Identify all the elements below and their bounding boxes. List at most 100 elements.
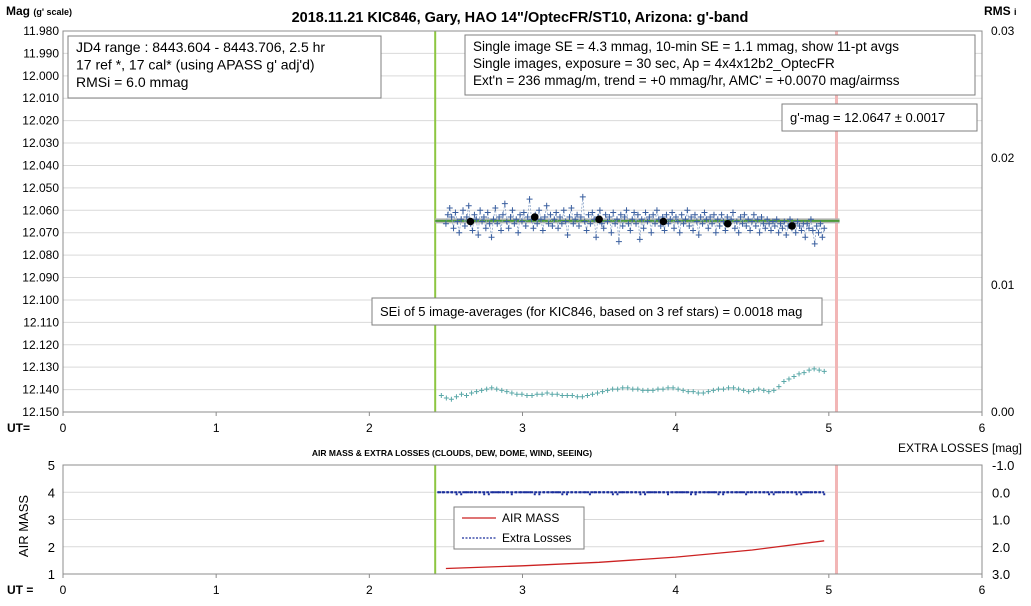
mag-data-point [735, 229, 742, 236]
mag-data-point [709, 220, 716, 227]
extra-losses-point [602, 491, 605, 494]
mag-data-point [627, 227, 634, 234]
rms-data-point [605, 387, 611, 393]
top-y-tick-label: 12.020 [22, 114, 59, 128]
extra-losses-point [786, 491, 789, 494]
mag-data-point [764, 216, 771, 223]
rms-data-point [741, 387, 747, 393]
bottom-y2-tick-label: -1.0 [992, 458, 1014, 473]
mag-data-point [644, 218, 651, 225]
mag-data-point [768, 227, 775, 234]
extra-losses-point [768, 493, 771, 496]
extra-losses-point [699, 491, 702, 494]
extra-losses-point [717, 493, 720, 496]
mag-data-point [821, 225, 828, 232]
rms-data-point [821, 368, 827, 374]
bottom-y-tick-label: 3 [48, 513, 55, 528]
mag-data-point [490, 216, 497, 223]
extra-losses-point [593, 491, 596, 494]
mag-data-point [758, 214, 765, 221]
info-box-left-line: 17 ref *, 17 cal* (using APASS g' adj'd) [76, 57, 315, 73]
rms-data-point [756, 386, 762, 392]
mag-data-point [477, 207, 484, 214]
extra-losses-point [570, 491, 573, 494]
extra-losses-point [791, 491, 794, 494]
rms-data-point [806, 367, 812, 373]
extra-losses-point [662, 491, 665, 494]
rms-data-point [705, 389, 711, 395]
mag-data-point [699, 220, 706, 227]
extra-losses-point [634, 491, 637, 494]
mag-data-point [568, 205, 575, 212]
extra-losses-point [588, 493, 591, 496]
mag-data-point [442, 220, 449, 227]
extra-losses-point [745, 493, 748, 496]
mag-data-point [680, 220, 687, 227]
extra-losses-point [754, 491, 757, 494]
extra-losses-point [524, 491, 527, 494]
mag-data-point [518, 218, 525, 225]
mag-data-point [672, 214, 679, 221]
mag-data-point [707, 214, 714, 221]
extra-losses-point [446, 491, 449, 494]
mag-data-point [682, 216, 689, 223]
rms-data-point [453, 394, 459, 400]
mag-data-point [494, 220, 501, 227]
rms-data-point [670, 385, 676, 391]
top-x-tick-label: 3 [519, 421, 526, 435]
mag-data-point [460, 207, 467, 214]
extra-losses-point [460, 493, 463, 496]
mag-data-point [625, 220, 632, 227]
mag-data-point [815, 229, 822, 236]
rms-data-point [479, 387, 485, 393]
extra-losses-point [561, 493, 564, 496]
mag-data-point [604, 218, 611, 225]
info-box-right: Single image SE = 4.3 mmag, 10-min SE = … [464, 34, 976, 96]
rms-data-point [791, 373, 797, 379]
rms-data-point [615, 386, 621, 392]
rms-data-point [574, 394, 580, 400]
mag-data-point [714, 216, 721, 223]
extra-losses-point [533, 493, 536, 496]
mag-data-point [676, 229, 683, 236]
bottom-y-tick-label: 4 [48, 485, 55, 500]
top-y-tick-label: 11.990 [23, 46, 59, 60]
rms-data-point [680, 387, 686, 393]
mag-data-point [602, 211, 609, 218]
top-y-tick-label: 12.130 [22, 360, 59, 374]
mag-data-point [739, 220, 746, 227]
rms-data-point [645, 387, 651, 393]
mag-data-point [775, 229, 782, 236]
mag-data-point [524, 214, 531, 221]
rms-data-point [650, 387, 656, 393]
mag-data-point [802, 234, 809, 241]
extra-losses-point [818, 491, 821, 494]
mag-data-point [556, 214, 563, 221]
extra-losses-point [657, 491, 660, 494]
rms-data-point [464, 392, 470, 398]
top-y2-tick-label: 0.02 [991, 151, 1015, 165]
extra-losses-point [703, 491, 706, 494]
mag-data-point [555, 225, 562, 232]
mag-data-point [498, 227, 505, 234]
mag-data-point [509, 207, 516, 214]
mag-data-point [574, 211, 581, 218]
rms-data-point [746, 389, 752, 395]
rms-data-point [685, 389, 691, 395]
extra-losses-point [607, 491, 610, 494]
mag-data-point [688, 214, 695, 221]
top-annotations: JD4 range : 8443.604 - 8443.706, 2.5 hr 1… [67, 34, 978, 326]
mag-data-point [612, 220, 619, 227]
extra-losses-point [510, 493, 513, 496]
top-y-tick-label: 12.080 [22, 248, 59, 262]
mag-data-point [819, 234, 826, 241]
top-y-tick-label: 12.060 [22, 203, 59, 217]
extra-losses-point [740, 491, 743, 494]
mag-data-point [579, 193, 586, 200]
extra-losses-point [676, 491, 679, 494]
top-y-axis-label: Mag [6, 4, 30, 18]
mag-data-point [484, 209, 491, 216]
extra-losses-point [689, 493, 692, 496]
